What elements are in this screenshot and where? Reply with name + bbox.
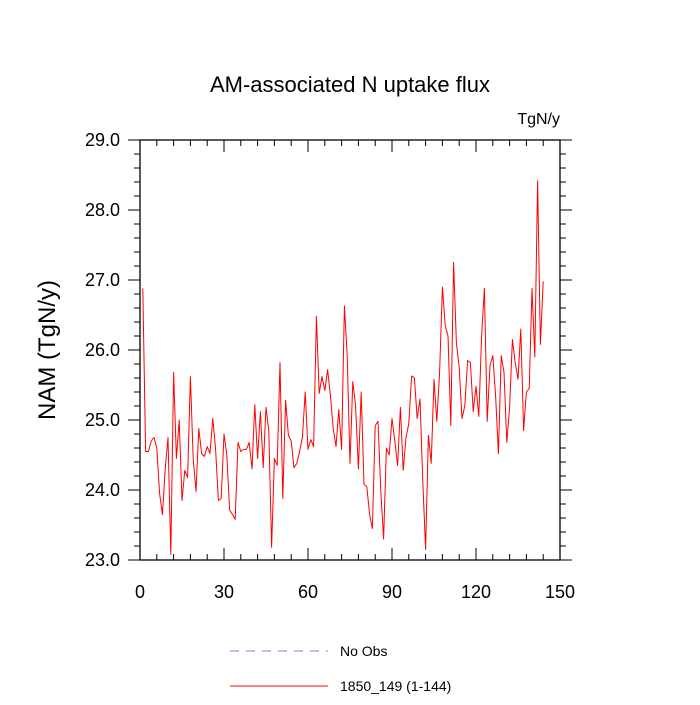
y-axis-label: NAM (TgN/y) <box>34 280 61 420</box>
legend-label-no-obs: No Obs <box>340 643 387 659</box>
y-tick-label: 24.0 <box>85 480 120 500</box>
y-tick-label: 25.0 <box>85 410 120 430</box>
y-axis-tick-labels: 23.0 24.0 25.0 26.0 27.0 28.0 29.0 <box>85 130 120 570</box>
x-tick-label: 150 <box>545 582 575 602</box>
legend: No Obs 1850_149 (1-144) <box>230 643 451 694</box>
y-axis-ticks <box>128 139 572 561</box>
series-line <box>142 180 544 555</box>
y-tick-label: 23.0 <box>85 550 120 570</box>
y-tick-label: 27.0 <box>85 270 120 290</box>
x-axis-tick-labels: 0 30 60 90 120 150 <box>135 582 575 602</box>
x-tick-label: 120 <box>461 582 491 602</box>
legend-label-series: 1850_149 (1-144) <box>340 678 451 694</box>
series-layer <box>142 180 544 555</box>
x-tick-label: 90 <box>382 582 402 602</box>
x-axis-ticks <box>139 140 561 560</box>
y-tick-label: 29.0 <box>85 130 120 150</box>
x-tick-label: 0 <box>135 582 145 602</box>
units-label: TgN/y <box>517 111 560 128</box>
x-tick-label: 60 <box>298 582 318 602</box>
y-tick-label: 28.0 <box>85 200 120 220</box>
chart-title: AM-associated N uptake flux <box>210 72 490 97</box>
plot-frame <box>139 139 561 561</box>
x-tick-label: 30 <box>214 582 234 602</box>
y-tick-label: 26.0 <box>85 340 120 360</box>
